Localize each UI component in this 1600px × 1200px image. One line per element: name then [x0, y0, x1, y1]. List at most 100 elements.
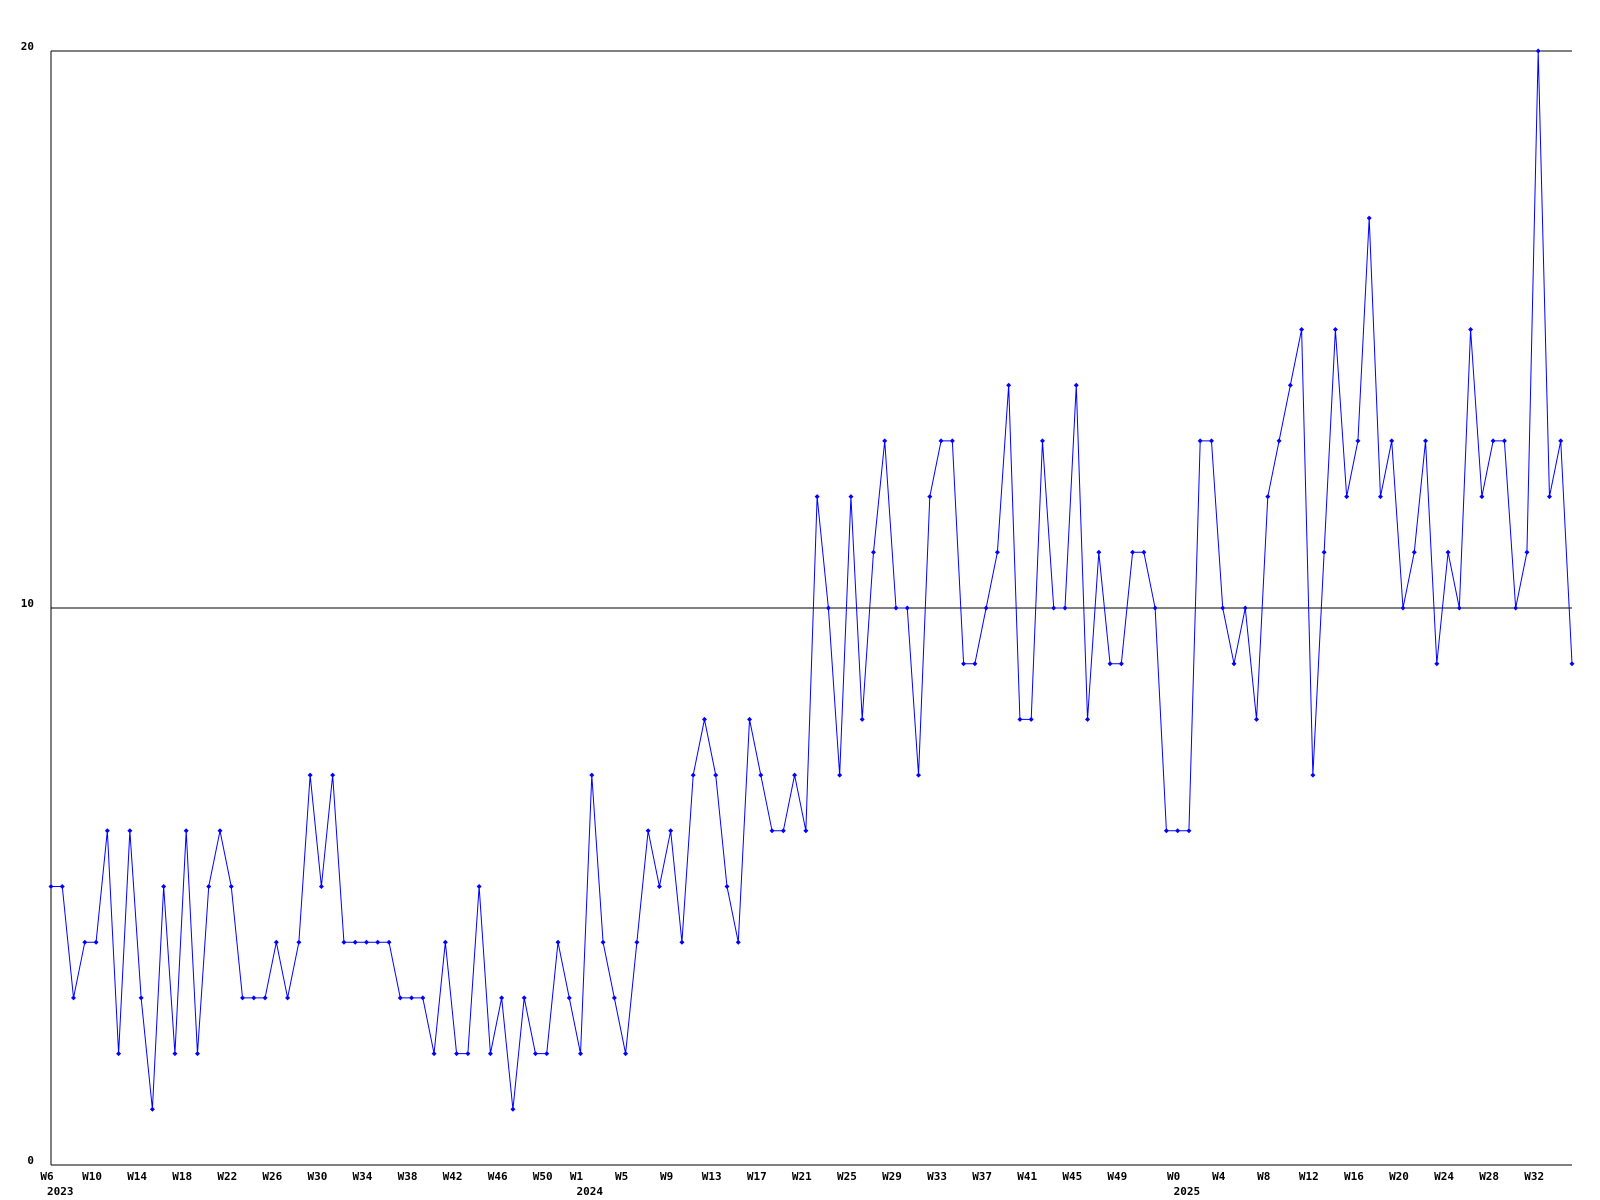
- data-point: [93, 939, 99, 945]
- data-point: [341, 939, 347, 945]
- data-point: [848, 494, 854, 500]
- data-point: [262, 995, 268, 1001]
- data-point: [758, 772, 764, 778]
- x-tick-label: W33: [927, 1170, 947, 1183]
- data-point: [194, 1051, 200, 1057]
- data-point: [363, 939, 369, 945]
- x-tick-label: W17: [747, 1170, 767, 1183]
- data-point: [1186, 828, 1192, 834]
- data-point: [1096, 549, 1102, 555]
- x-tick-label: W14: [127, 1170, 147, 1183]
- data-point: [679, 939, 685, 945]
- data-point: [634, 939, 640, 945]
- x-tick-label: W24: [1434, 1170, 1454, 1183]
- data-point: [375, 939, 381, 945]
- data-point: [1310, 772, 1316, 778]
- data-point: [1344, 494, 1350, 500]
- data-point: [431, 1051, 437, 1057]
- data-point: [1276, 438, 1282, 444]
- data-line: [51, 50, 1573, 1110]
- data-point: [330, 772, 336, 778]
- data-point: [217, 828, 223, 834]
- data-point: [1299, 327, 1305, 332]
- y-tick-label: 0: [27, 1154, 34, 1167]
- data-point: [420, 995, 426, 1001]
- x-tick-label: W4: [1212, 1170, 1226, 1183]
- data-point: [656, 884, 662, 889]
- data-point: [1152, 605, 1158, 611]
- data-point: [409, 995, 415, 1001]
- data-point: [566, 995, 572, 1001]
- data-point: [82, 939, 88, 945]
- x-tick-label: W20: [1389, 1170, 1409, 1183]
- data-point: [1546, 494, 1552, 500]
- data-point: [1039, 438, 1045, 444]
- x-tick-label: W22: [217, 1170, 237, 1183]
- data-point: [690, 772, 696, 778]
- data-point: [59, 884, 65, 889]
- data-point: [1017, 716, 1023, 722]
- data-point: [611, 995, 617, 1001]
- data-point: [1558, 438, 1564, 444]
- data-point: [1377, 494, 1383, 500]
- x-tick-label: W32: [1524, 1170, 1544, 1183]
- data-point: [1062, 605, 1068, 611]
- data-point: [1524, 549, 1530, 555]
- data-point: [792, 772, 798, 778]
- data-point: [1321, 549, 1327, 555]
- data-point: [1130, 549, 1136, 555]
- data-point: [386, 939, 392, 945]
- x-tick-label: W6: [40, 1170, 54, 1183]
- data-point: [48, 884, 54, 889]
- x-tick-label: W46: [488, 1170, 508, 1183]
- y-tick-label: 20: [21, 40, 34, 53]
- data-point: [127, 828, 133, 834]
- x-tick-label: W0: [1167, 1170, 1180, 1183]
- data-point: [994, 549, 1000, 555]
- data-point: [747, 716, 753, 722]
- data-point: [1501, 438, 1507, 444]
- data-point: [1028, 716, 1034, 722]
- data-point: [927, 494, 933, 500]
- data-point: [465, 1051, 471, 1057]
- x-tick-label: W8: [1257, 1170, 1270, 1183]
- data-point: [251, 995, 257, 1001]
- data-point: [544, 1051, 550, 1057]
- data-point: [476, 884, 482, 889]
- data-point: [803, 828, 809, 834]
- x-group-label: 2024: [577, 1185, 604, 1198]
- data-point: [916, 772, 922, 778]
- data-point: [1141, 549, 1147, 555]
- data-point: [600, 939, 606, 945]
- y-tick-label: 10: [21, 597, 34, 610]
- data-point: [1434, 661, 1440, 667]
- data-point: [1197, 438, 1203, 444]
- x-tick-label: W42: [443, 1170, 463, 1183]
- x-tick-label: W41: [1017, 1170, 1037, 1183]
- x-tick-label: W18: [172, 1170, 192, 1183]
- data-point: [104, 828, 110, 834]
- data-point: [1535, 48, 1541, 54]
- data-point: [814, 494, 820, 500]
- data-point: [296, 939, 302, 945]
- data-point: [1569, 661, 1575, 667]
- x-tick-label: W45: [1062, 1170, 1082, 1183]
- x-group-label: 2025: [1174, 1185, 1201, 1198]
- x-tick-label: W38: [398, 1170, 418, 1183]
- data-point: [701, 716, 707, 722]
- data-point: [1389, 438, 1395, 444]
- x-tick-label: W1: [570, 1170, 584, 1183]
- data-point: [318, 884, 324, 889]
- x-tick-label: W16: [1344, 1170, 1364, 1183]
- data-point: [1163, 828, 1169, 834]
- data-point: [882, 438, 888, 444]
- data-point: [870, 549, 876, 555]
- x-tick-label: W21: [792, 1170, 812, 1183]
- data-point: [240, 995, 246, 1001]
- data-point: [769, 828, 775, 834]
- data-point: [859, 716, 865, 722]
- data-point: [1220, 605, 1226, 611]
- data-point: [1208, 438, 1214, 444]
